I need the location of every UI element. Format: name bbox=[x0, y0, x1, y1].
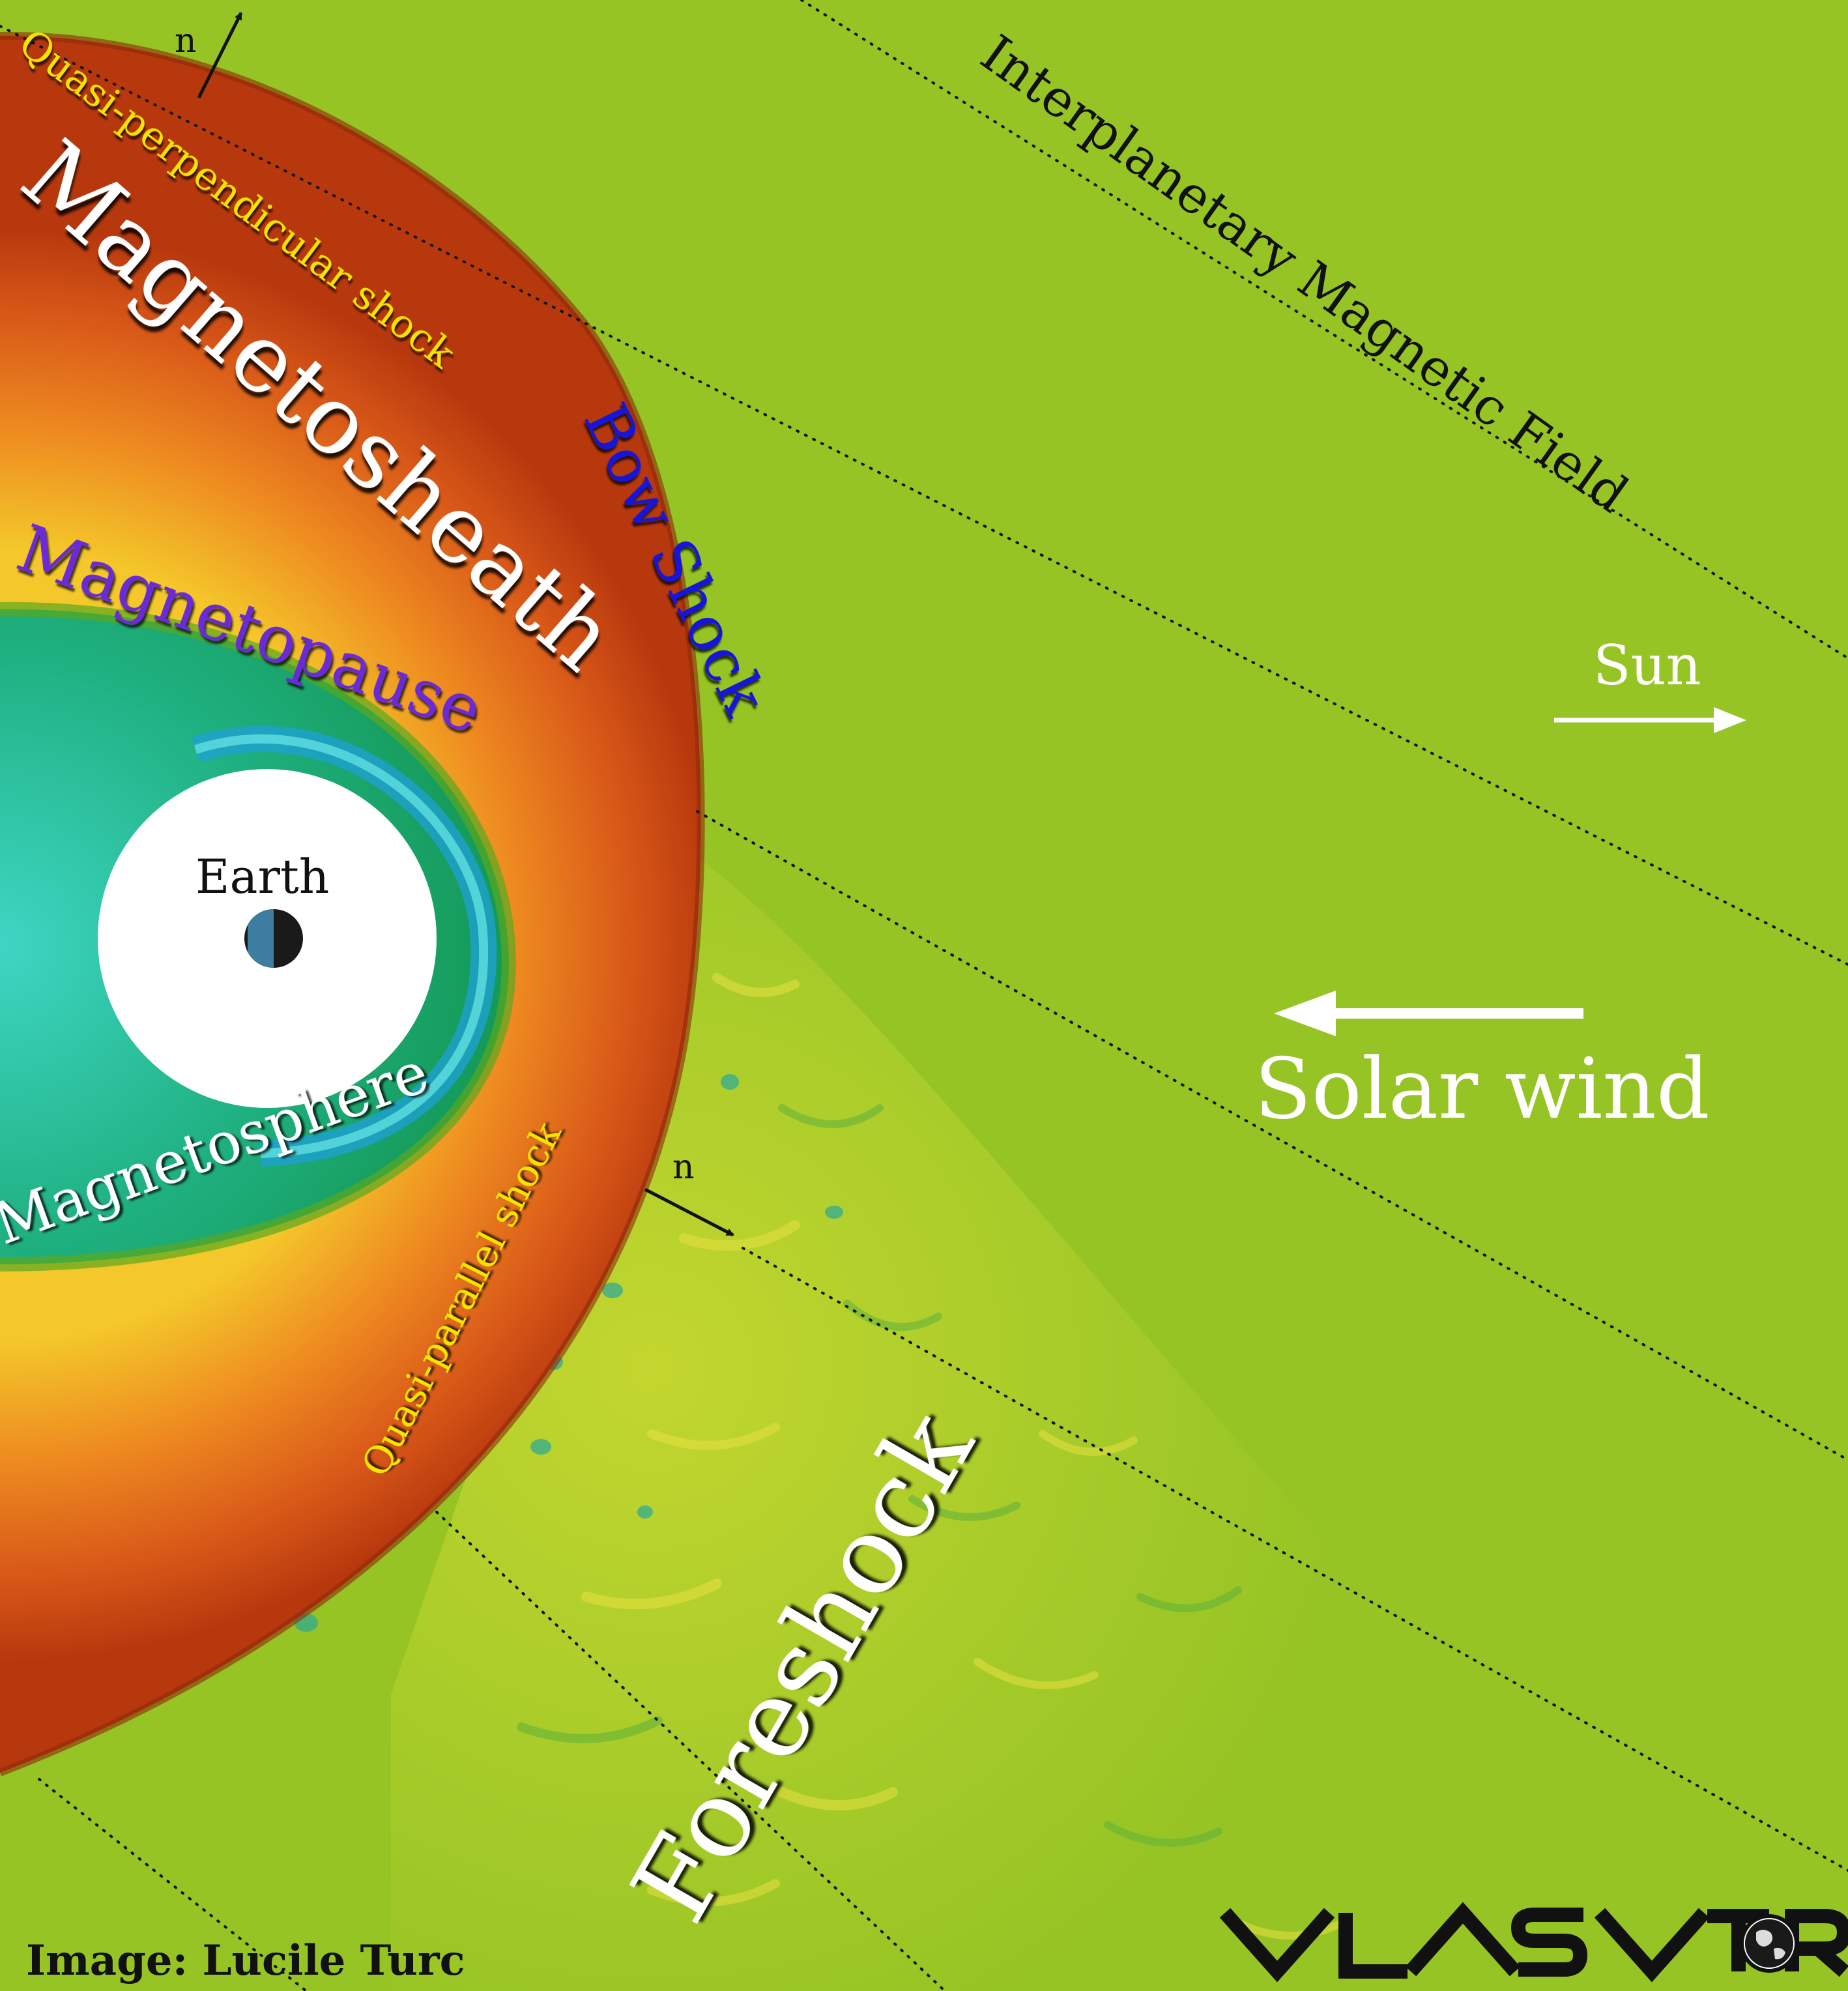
foreshock-region bbox=[391, 847, 1759, 1991]
earth-icon bbox=[244, 909, 303, 968]
label-credit: Image: Lucile Turc bbox=[26, 1936, 465, 1985]
solar-wind-arrow bbox=[1274, 991, 1583, 1036]
label-earth: Earth bbox=[195, 849, 329, 904]
label-solar-wind: Solar wind bbox=[1254, 1041, 1710, 1138]
vlasiator-logo-globe-icon bbox=[1740, 1914, 1798, 1973]
sun-arrow bbox=[1554, 707, 1746, 733]
label-sun: Sun bbox=[1593, 633, 1701, 697]
normal-arrow-top bbox=[197, 12, 243, 99]
label-normal-bottom: n bbox=[672, 1148, 695, 1187]
magnetopause-line bbox=[0, 602, 516, 1272]
vlasiator-logo bbox=[1219, 1902, 1848, 1983]
label-normal-top: n bbox=[175, 22, 197, 61]
foreshock-turbulence bbox=[517, 973, 1346, 1940]
inner-plasma-ring-highlight bbox=[194, 734, 489, 1158]
bow-shock-line bbox=[0, 31, 705, 1777]
normal-arrow-bottom bbox=[644, 1187, 734, 1237]
